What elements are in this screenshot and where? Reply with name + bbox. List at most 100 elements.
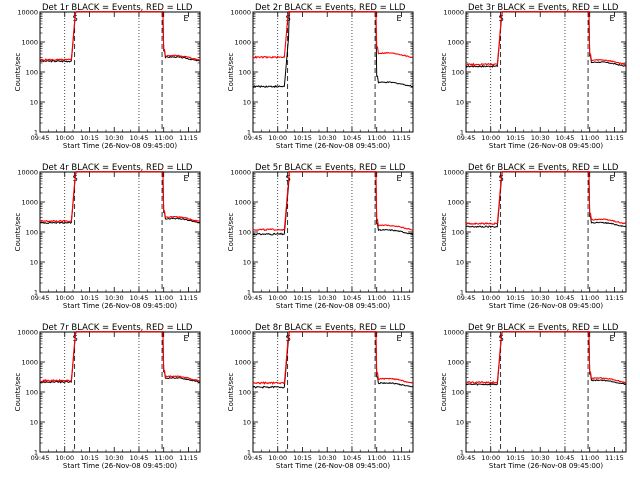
- plot-frame: [39, 171, 201, 293]
- y-tick-label: 10: [30, 419, 38, 427]
- events-series-line: [252, 11, 414, 88]
- y-tick-label: 1: [247, 129, 251, 137]
- x-tick-label: 11:15: [179, 294, 198, 302]
- y-tick-label: 10: [30, 99, 38, 107]
- x-axis-label: Start Time (26-Nov-08 09:45:00): [63, 142, 177, 150]
- x-tick-label: 11:15: [605, 294, 624, 302]
- x-tick-label: 10:30: [105, 294, 124, 302]
- x-tick-label: 09:45: [244, 294, 263, 302]
- x-tick-label: 11:00: [580, 294, 599, 302]
- y-tick-label: 10000: [230, 9, 251, 17]
- plot-frame: [252, 171, 414, 293]
- y-tick-label: 10: [30, 259, 38, 267]
- x-tick-label: 10:00: [268, 134, 287, 142]
- x-tick-label: 10:45: [130, 454, 149, 462]
- x-tick-label: 10:15: [80, 134, 99, 142]
- x-tick-label: 10:45: [556, 454, 575, 462]
- lld-series-line: [465, 171, 627, 226]
- x-tick-label: 11:00: [367, 454, 386, 462]
- y-tick-label: 10: [243, 419, 251, 427]
- lld-series-line: [39, 171, 201, 223]
- y-tick-label: 1000: [21, 39, 38, 47]
- x-tick-label: 09:45: [31, 454, 50, 462]
- x-tick-label: 10:45: [343, 134, 362, 142]
- y-tick-label: 1000: [447, 39, 464, 47]
- y-tick-label: 1000: [447, 199, 464, 207]
- chart-title: Det 5r BLACK = Events, RED = LLD: [255, 163, 406, 173]
- marker-label-end: E: [184, 14, 189, 23]
- x-tick-label: 11:00: [154, 134, 173, 142]
- x-tick-label: 09:45: [457, 454, 476, 462]
- y-tick-label: 10: [243, 259, 251, 267]
- y-tick-label: 100: [26, 389, 38, 397]
- y-tick-label: 100: [239, 69, 251, 77]
- lld-series-line: [465, 331, 627, 384]
- events-series-line: [465, 331, 627, 386]
- marker-label-end: E: [184, 174, 189, 183]
- x-tick-label: 10:15: [506, 134, 525, 142]
- x-tick-label: 10:15: [80, 294, 99, 302]
- y-tick-label: 1: [34, 289, 38, 297]
- y-tick-label: 10000: [443, 169, 464, 177]
- plot-frame: [465, 331, 627, 453]
- y-tick-label: 1000: [447, 359, 464, 367]
- y-axis-label: Counts/sec: [440, 373, 448, 412]
- marker-label-end: E: [610, 174, 615, 183]
- x-tick-label: 11:15: [605, 134, 624, 142]
- marker-label-start: S: [286, 174, 291, 183]
- marker-label-end: E: [397, 334, 402, 343]
- plot-frame: [252, 11, 414, 133]
- y-tick-label: 10000: [443, 329, 464, 337]
- x-tick-label: 11:00: [154, 454, 173, 462]
- x-tick-label: 11:15: [179, 454, 198, 462]
- x-tick-label: 10:45: [343, 294, 362, 302]
- events-series-line: [39, 11, 201, 63]
- x-tick-label: 11:00: [154, 294, 173, 302]
- y-tick-label: 1: [460, 129, 464, 137]
- x-tick-label: 10:15: [80, 454, 99, 462]
- y-tick-label: 10000: [230, 329, 251, 337]
- x-tick-label: 10:00: [481, 294, 500, 302]
- y-tick-label: 1000: [21, 199, 38, 207]
- marker-label-end: E: [397, 14, 402, 23]
- marker-label-end: E: [184, 334, 189, 343]
- x-axis-label: Start Time (26-Nov-08 09:45:00): [489, 302, 603, 310]
- y-axis-label: Counts/sec: [227, 213, 235, 252]
- x-tick-label: 10:00: [55, 294, 74, 302]
- x-tick-label: 09:45: [244, 134, 263, 142]
- x-tick-label: 10:30: [318, 454, 337, 462]
- y-tick-label: 10: [456, 259, 464, 267]
- y-tick-label: 100: [26, 229, 38, 237]
- chart-title: Det 7r BLACK = Events, RED = LLD: [42, 323, 193, 333]
- x-tick-label: 10:30: [531, 294, 550, 302]
- y-tick-label: 10: [243, 99, 251, 107]
- marker-label-end: E: [397, 174, 402, 183]
- y-axis-label: Counts/sec: [227, 373, 235, 412]
- chart-title: Det 3r BLACK = Events, RED = LLD: [468, 3, 619, 13]
- y-tick-label: 100: [452, 389, 464, 397]
- y-tick-label: 100: [239, 389, 251, 397]
- x-axis-label: Start Time (26-Nov-08 09:45:00): [63, 302, 177, 310]
- events-series-line: [40, 331, 201, 384]
- x-tick-label: 10:15: [293, 294, 312, 302]
- y-tick-label: 10: [456, 419, 464, 427]
- y-tick-label: 1: [34, 129, 38, 137]
- x-tick-label: 11:15: [392, 134, 411, 142]
- chart-title: Det 9r BLACK = Events, RED = LLD: [468, 323, 619, 333]
- y-tick-label: 10000: [230, 169, 251, 177]
- x-tick-label: 10:00: [481, 454, 500, 462]
- x-tick-label: 10:00: [268, 454, 287, 462]
- x-tick-label: 11:15: [179, 134, 198, 142]
- lld-series-line: [39, 11, 201, 62]
- x-axis-label: Start Time (26-Nov-08 09:45:00): [276, 142, 390, 150]
- y-tick-label: 1000: [234, 359, 251, 367]
- x-tick-label: 10:45: [556, 294, 575, 302]
- x-tick-label: 09:45: [457, 294, 476, 302]
